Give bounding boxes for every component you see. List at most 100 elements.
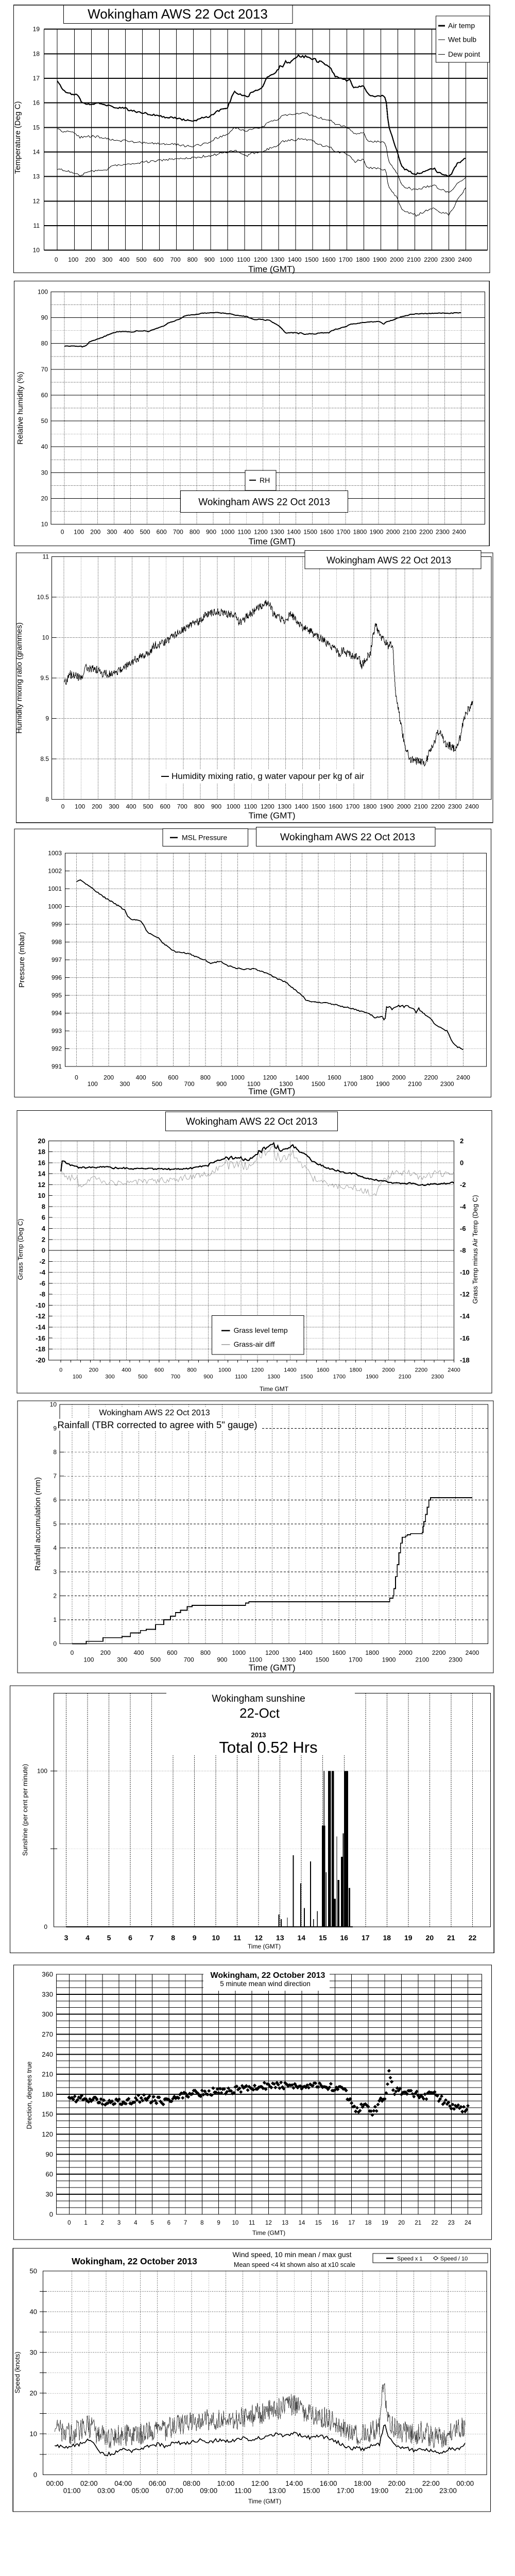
svg-text:1700: 1700 [333, 1374, 346, 1380]
svg-text:Wokingham AWS 22 Oct 2013: Wokingham AWS 22 Oct 2013 [280, 832, 415, 843]
svg-text:200: 200 [89, 1367, 98, 1374]
svg-text:1300: 1300 [270, 529, 284, 536]
svg-text:1700: 1700 [346, 803, 359, 810]
svg-text:2000: 2000 [399, 1649, 413, 1656]
svg-text:1800: 1800 [356, 256, 370, 263]
svg-text:2400: 2400 [466, 1649, 479, 1656]
svg-text:1800: 1800 [359, 1074, 373, 1081]
svg-text:Wokingham sunshine: Wokingham sunshine [212, 1693, 305, 1704]
svg-text:19:00: 19:00 [371, 2487, 388, 2495]
svg-text:900: 900 [216, 1080, 227, 1088]
svg-text:999: 999 [52, 921, 62, 928]
svg-text:5: 5 [107, 1934, 111, 1942]
svg-text:240: 240 [42, 2050, 53, 2058]
svg-text:Speed (knots): Speed (knots) [13, 2352, 21, 2394]
svg-text:700: 700 [170, 256, 181, 263]
svg-text:-10: -10 [36, 1301, 45, 1309]
svg-text:16: 16 [340, 1934, 348, 1942]
svg-text:08:00: 08:00 [183, 2480, 200, 2487]
svg-text:9: 9 [217, 2220, 220, 2226]
svg-text:1400: 1400 [287, 529, 301, 536]
svg-text:18: 18 [33, 50, 40, 57]
svg-text:4: 4 [134, 2220, 138, 2226]
svg-text:5: 5 [53, 1520, 57, 1528]
svg-text:1300: 1300 [279, 1080, 293, 1088]
svg-text:17: 17 [348, 2220, 355, 2226]
svg-text:1002: 1002 [48, 867, 62, 874]
svg-text:500: 500 [136, 256, 146, 263]
svg-text:MSL Pressure: MSL Pressure [182, 834, 227, 842]
svg-text:10: 10 [33, 247, 40, 254]
svg-text:360: 360 [42, 1971, 53, 1978]
svg-text:500: 500 [150, 1656, 161, 1664]
svg-text:19: 19 [33, 26, 40, 33]
svg-text:-4: -4 [460, 1202, 466, 1210]
svg-text:2400: 2400 [452, 529, 466, 536]
svg-text:16: 16 [332, 2220, 338, 2226]
svg-text:400: 400 [122, 1367, 131, 1374]
svg-text:10: 10 [30, 2430, 37, 2438]
svg-text:40: 40 [41, 443, 48, 450]
svg-text:14: 14 [297, 1934, 305, 1942]
svg-text:6: 6 [42, 1214, 45, 1222]
svg-text:RH: RH [260, 476, 270, 484]
svg-text:Wind speed, 10 min mean / max: Wind speed, 10 min mean / max gust [232, 2250, 351, 2259]
svg-text:Wokingham, 22 October 2013: Wokingham, 22 October 2013 [211, 1971, 325, 1980]
svg-text:18: 18 [383, 1934, 391, 1942]
svg-text:-8: -8 [460, 1247, 466, 1255]
svg-text:Time (GMT): Time (GMT) [249, 811, 296, 821]
svg-text:80: 80 [41, 340, 48, 347]
svg-text:Time (GMT): Time (GMT) [249, 1663, 296, 1673]
svg-text:2200: 2200 [431, 803, 445, 810]
svg-text:1700: 1700 [339, 256, 353, 263]
svg-text:5: 5 [150, 2220, 153, 2226]
svg-text:50: 50 [41, 417, 48, 425]
svg-text:7: 7 [150, 1934, 154, 1942]
svg-text:8: 8 [171, 1934, 175, 1942]
svg-text:2200: 2200 [424, 256, 438, 263]
svg-text:1100: 1100 [249, 1656, 262, 1664]
svg-text:0: 0 [75, 1074, 78, 1081]
svg-text:700: 700 [184, 1656, 194, 1664]
svg-text:14: 14 [38, 1170, 46, 1178]
svg-text:18: 18 [38, 1148, 45, 1156]
svg-text:23: 23 [448, 2220, 455, 2226]
svg-text:992: 992 [52, 1045, 62, 1053]
svg-text:600: 600 [153, 256, 164, 263]
svg-text:100: 100 [83, 1656, 94, 1664]
svg-text:00:00: 00:00 [46, 2480, 64, 2487]
svg-text:1000: 1000 [219, 256, 233, 263]
svg-text:Pressure (mbar): Pressure (mbar) [18, 932, 26, 988]
svg-text:400: 400 [123, 529, 133, 536]
svg-text:800: 800 [187, 1367, 196, 1374]
svg-text:40: 40 [30, 2308, 37, 2316]
svg-text:600: 600 [160, 803, 170, 810]
svg-text:Speed / 10: Speed / 10 [440, 2256, 468, 2262]
svg-text:800: 800 [190, 529, 200, 536]
svg-text:2000: 2000 [382, 1367, 394, 1374]
svg-text:1100: 1100 [237, 256, 250, 263]
svg-text:2: 2 [460, 1137, 464, 1145]
svg-text:Wokingham AWS 22 Oct 2013: Wokingham AWS 22 Oct 2013 [327, 555, 451, 566]
svg-text:1600: 1600 [329, 803, 342, 810]
svg-text:1600: 1600 [328, 1074, 341, 1081]
svg-text:17: 17 [362, 1934, 370, 1942]
svg-text:0: 0 [49, 2210, 53, 2218]
svg-text:300: 300 [105, 1374, 114, 1380]
svg-text:0: 0 [71, 1649, 74, 1656]
svg-text:700: 700 [184, 1080, 195, 1088]
svg-text:0: 0 [44, 1923, 47, 1930]
svg-text:1600: 1600 [317, 1367, 329, 1374]
svg-text:-12: -12 [460, 1291, 470, 1298]
svg-text:60: 60 [41, 392, 48, 399]
svg-text:1900: 1900 [382, 1656, 396, 1664]
svg-text:11:00: 11:00 [234, 2487, 251, 2495]
svg-text:-8: -8 [39, 1291, 45, 1298]
svg-text:Wokingham AWS 22 Oct 2013: Wokingham AWS 22 Oct 2013 [198, 497, 330, 508]
svg-text:Grass Temp (Deg C): Grass Temp (Deg C) [16, 1219, 24, 1280]
svg-text:700: 700 [173, 529, 183, 536]
svg-text:10: 10 [232, 2220, 239, 2226]
svg-text:1500: 1500 [300, 1374, 313, 1380]
svg-text:Rainfall (TBR corrected to agr: Rainfall (TBR corrected to agree with 5"… [58, 1419, 258, 1430]
svg-text:2300: 2300 [436, 529, 450, 536]
